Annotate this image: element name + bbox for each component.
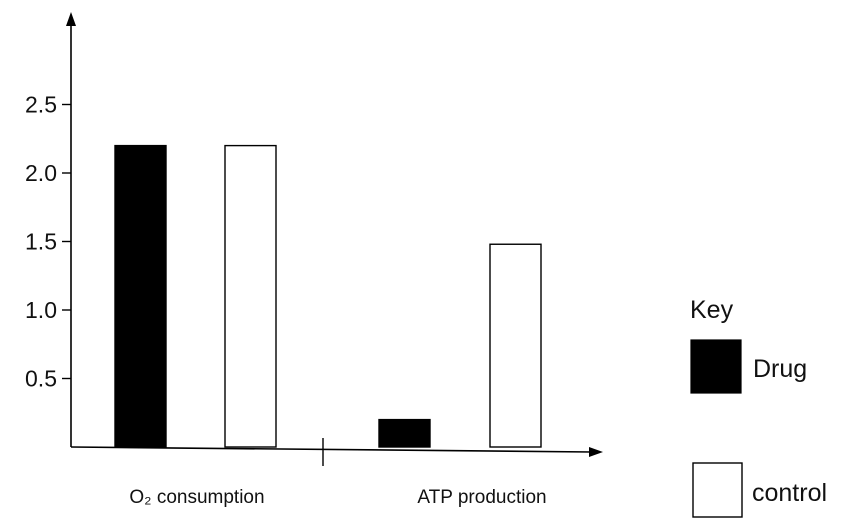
bar-control-o2-consumption [224, 144, 277, 448]
axes [66, 12, 603, 466]
x-axis-arrowhead [589, 447, 603, 457]
bar-drug-atp-production [378, 418, 431, 448]
bar-control-atp-production [489, 243, 542, 448]
legend-label-control: control [752, 479, 827, 507]
legend: Key Drug control [690, 296, 827, 518]
legend-title: Key [690, 296, 734, 324]
y-tick-label: 1.0 [25, 297, 57, 323]
y-ticks: 0.5 1.0 1.5 2.0 2.5 [25, 92, 71, 392]
legend-swatch-drug [690, 339, 742, 394]
bars [114, 144, 542, 448]
y-axis-arrowhead [66, 12, 76, 26]
bar-drug-o2-consumption [114, 144, 167, 448]
category-label: O₂ consumption [129, 487, 264, 508]
y-tick-label: 2.5 [25, 92, 57, 118]
x-axis [70, 446, 593, 453]
legend-label-drug: Drug [753, 355, 807, 383]
y-tick-label: 1.5 [25, 229, 57, 255]
legend-swatch-control [692, 462, 743, 518]
category-labels: O₂ consumption ATP production [129, 487, 546, 508]
category-label: ATP production [417, 487, 546, 508]
y-tick-label: 0.5 [25, 366, 57, 392]
y-tick-label: 2.0 [25, 160, 57, 186]
